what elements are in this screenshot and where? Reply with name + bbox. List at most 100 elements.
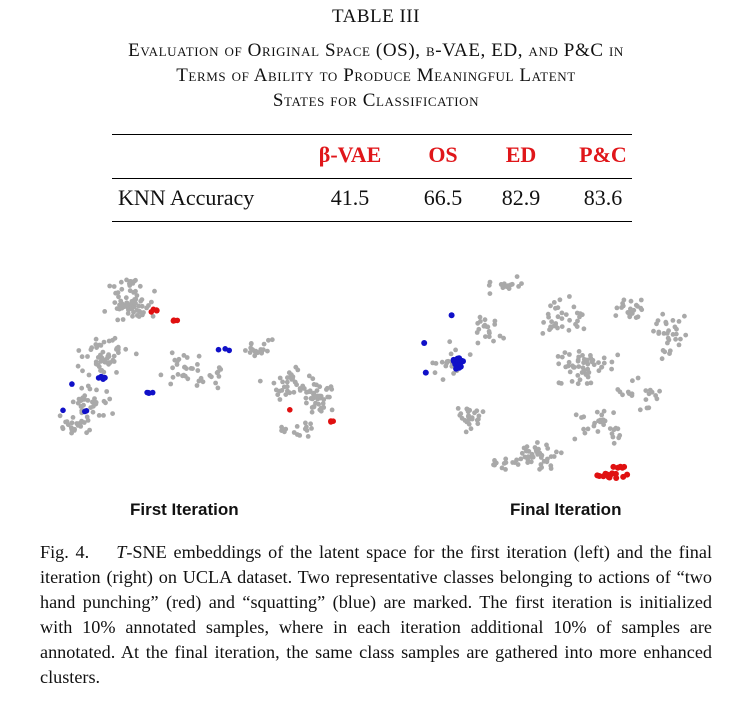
- tsne-point-squatting: [95, 375, 102, 381]
- tsne-point-other: [136, 314, 142, 319]
- tsne-point-other: [581, 326, 587, 332]
- tsne-point-other: [170, 374, 176, 380]
- tsne-point-other: [88, 347, 94, 353]
- tsne-point-other: [93, 336, 99, 342]
- tsne-point-other: [613, 313, 619, 318]
- table-label: TABLE III: [332, 6, 420, 27]
- tsne-point-other: [309, 405, 315, 410]
- tsne-point-other: [503, 456, 509, 462]
- tsne-point-other: [615, 426, 621, 432]
- tsne-point-other: [566, 359, 572, 365]
- tsne-point-other: [195, 368, 201, 373]
- tsne-first-iteration: [57, 277, 337, 439]
- tsne-point-other: [70, 415, 76, 420]
- tsne-point-other: [120, 317, 126, 322]
- tsne-point-other: [138, 298, 144, 304]
- tsne-point-other: [213, 380, 219, 386]
- tsne-point-other: [486, 334, 492, 340]
- tsne-point-other: [248, 341, 254, 346]
- tsne-point-other: [321, 405, 327, 410]
- tsne-point-other: [576, 349, 582, 354]
- tsne-point-other: [252, 353, 258, 359]
- tsne-point-other: [96, 364, 102, 370]
- tsne-point-other: [294, 382, 299, 388]
- tsne-point-other: [439, 359, 445, 365]
- tsne-point-other: [627, 312, 633, 318]
- table-bottom-rule: [112, 221, 632, 222]
- tsne-point-other: [611, 410, 616, 416]
- tsne-point-other: [497, 333, 503, 339]
- tsne-point-other: [548, 303, 553, 309]
- tsne-point-other: [499, 282, 505, 288]
- tsne-point-other: [433, 361, 439, 366]
- tsne-point-other: [653, 393, 658, 398]
- tsne-point-other: [469, 415, 475, 421]
- tsne-point-other: [545, 446, 551, 451]
- tsne-point-other: [107, 360, 113, 365]
- tsne-point-other: [255, 350, 260, 356]
- tsne-point-other: [60, 425, 65, 430]
- tsne-point-squatting: [83, 408, 90, 414]
- value-pc: 83.6: [583, 185, 623, 210]
- tsne-point-other: [579, 370, 585, 375]
- tsne-point-two-hand-punching: [172, 317, 178, 324]
- tsne-point-other: [169, 350, 175, 356]
- tsne-point-squatting: [453, 365, 460, 372]
- tsne-point-other: [182, 364, 187, 370]
- tsne-point-other: [651, 328, 656, 334]
- tsne-point-other: [555, 305, 561, 311]
- tsne-point-other: [567, 294, 572, 299]
- tsne-point-other: [528, 459, 534, 465]
- tsne-point-other: [664, 331, 670, 336]
- tsne-point-other: [588, 380, 594, 386]
- tsne-point-other: [607, 426, 613, 431]
- tsne-point-other: [175, 372, 181, 377]
- tsne-point-other: [285, 388, 290, 394]
- tsne-point-other: [524, 448, 529, 454]
- tsne-point-other: [467, 352, 473, 357]
- tsne-point-other: [133, 277, 138, 283]
- tsne-point-other: [676, 342, 682, 348]
- tsne-point-other: [305, 434, 311, 439]
- tsne-point-other: [579, 415, 584, 420]
- tsne-point-other: [601, 422, 606, 428]
- tsne-point-other: [125, 301, 131, 307]
- tsne-point-other: [102, 309, 108, 314]
- tsne-point-other: [321, 397, 327, 402]
- tsne-point-other: [101, 398, 107, 404]
- table-caption-line-2: Terms of Ability to Produce Meaningful L…: [176, 65, 576, 86]
- tsne-point-other: [293, 364, 299, 370]
- tsne-point-other: [571, 304, 577, 310]
- figure-caption: Fig. 4. T-SNE embeddings of the latent s…: [40, 540, 712, 690]
- tsne-point-other: [130, 313, 135, 319]
- tsne-point-other: [115, 317, 121, 323]
- tsne-point-other: [682, 313, 687, 319]
- tsne-point-other: [559, 310, 565, 316]
- tsne-point-other: [174, 362, 180, 367]
- tsne-point-other: [100, 349, 106, 355]
- tsne-point-other: [554, 449, 559, 455]
- tsne-point-other: [168, 381, 174, 387]
- tsne-point-other: [194, 383, 200, 388]
- tsne-point-other: [644, 405, 650, 411]
- tsne-point-other: [309, 409, 315, 415]
- tsne-point-other: [279, 424, 284, 430]
- tsne-point-other: [266, 337, 271, 343]
- tsne-point-other: [273, 387, 279, 393]
- tsne-point-other: [551, 300, 557, 305]
- tsne-point-other: [107, 396, 113, 402]
- tsne-point-other: [440, 377, 446, 382]
- tsne-point-other: [575, 358, 581, 364]
- tsne-point-other: [261, 341, 267, 347]
- tsne-point-other: [81, 402, 86, 408]
- tsne-point-two-hand-punching: [602, 470, 609, 477]
- tsne-point-other: [635, 375, 641, 381]
- tsne-point-other: [119, 286, 125, 292]
- tsne-point-other: [493, 460, 499, 466]
- tsne-point-other: [79, 354, 85, 360]
- tsne-point-other: [573, 412, 579, 418]
- tsne-point-other: [283, 392, 289, 397]
- tsne-point-other: [277, 375, 283, 381]
- tsne-point-other: [98, 343, 104, 348]
- tsne-point-other: [663, 319, 669, 325]
